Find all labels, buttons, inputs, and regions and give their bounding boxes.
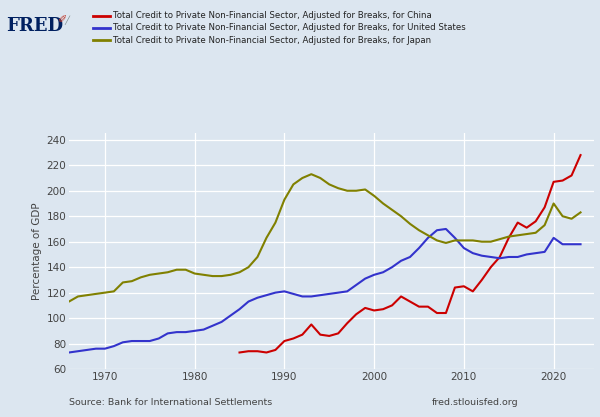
Text: Total Credit to Private Non-Financial Sector, Adjusted for Breaks, for Japan: Total Credit to Private Non-Financial Se… — [113, 35, 431, 45]
Text: Total Credit to Private Non-Financial Sector, Adjusted for Breaks, for China: Total Credit to Private Non-Financial Se… — [113, 11, 431, 20]
Text: Source: Bank for International Settlements: Source: Bank for International Settlemen… — [69, 397, 272, 407]
Text: fred.stlouisfed.org: fred.stlouisfed.org — [432, 397, 518, 407]
Y-axis label: Percentage of GDP: Percentage of GDP — [32, 202, 43, 300]
Text: FRED: FRED — [6, 17, 63, 35]
Text: ╱: ╱ — [65, 16, 70, 25]
Text: Total Credit to Private Non-Financial Sector, Adjusted for Breaks, for United St: Total Credit to Private Non-Financial Se… — [113, 23, 466, 33]
Text: ✐: ✐ — [57, 15, 67, 25]
